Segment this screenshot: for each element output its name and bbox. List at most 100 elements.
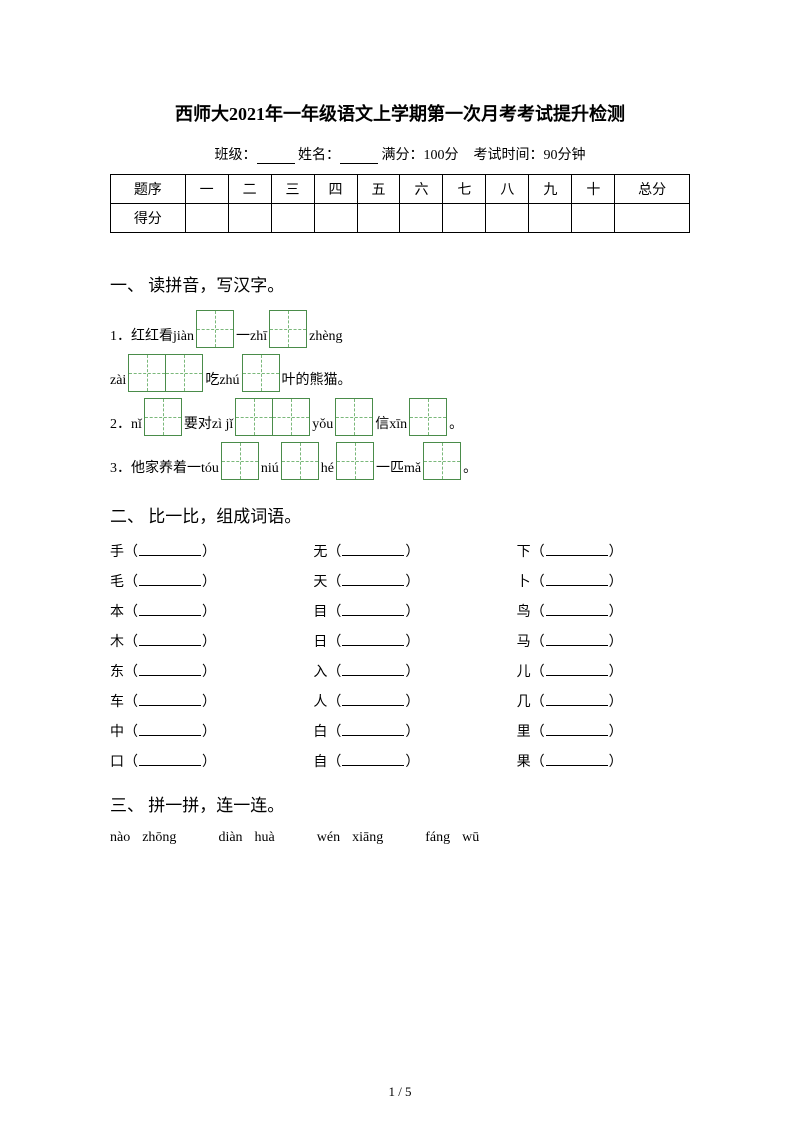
tian-box[interactable]	[269, 310, 307, 348]
score-table: 题序 一 二 三 四 五 六 七 八 九 十 总分 得分	[110, 174, 690, 233]
tian-box[interactable]	[128, 354, 203, 392]
tian-box[interactable]	[281, 442, 319, 480]
pinyin-syllable: wén	[317, 830, 340, 846]
answer-blank[interactable]	[342, 634, 404, 646]
compare-char: 毛	[110, 575, 124, 590]
compare-char: 马	[517, 635, 531, 650]
compare-item: 鸟（）	[517, 601, 690, 621]
answer-blank[interactable]	[139, 634, 201, 646]
compare-item: 白（）	[313, 721, 486, 741]
compare-char: 果	[517, 755, 531, 770]
answer-blank[interactable]	[546, 664, 608, 676]
score-cell[interactable]	[443, 204, 486, 233]
tian-box[interactable]	[196, 310, 234, 348]
score-cell[interactable]	[228, 204, 271, 233]
compare-char: 口	[110, 755, 124, 770]
score-cell[interactable]	[529, 204, 572, 233]
answer-blank[interactable]	[139, 694, 201, 706]
tian-box[interactable]	[144, 398, 182, 436]
compare-item: 日（）	[313, 631, 486, 651]
answer-blank[interactable]	[139, 544, 201, 556]
answer-blank[interactable]	[342, 664, 404, 676]
compare-char: 里	[517, 725, 531, 740]
compare-char: 东	[110, 665, 124, 680]
col-6: 六	[400, 175, 443, 204]
answer-blank[interactable]	[139, 754, 201, 766]
answer-blank[interactable]	[546, 634, 608, 646]
col-5: 五	[357, 175, 400, 204]
score-cell[interactable]	[572, 204, 615, 233]
compare-char: 下	[517, 545, 531, 560]
compare-char: 天	[313, 575, 327, 590]
pinyin-syllable: nào	[110, 830, 130, 846]
answer-blank[interactable]	[546, 694, 608, 706]
compare-char: 白	[313, 725, 327, 740]
q1-text: 一匹mǎ	[376, 461, 421, 480]
compare-item: 毛（）	[110, 571, 283, 591]
compare-item: 入（）	[313, 661, 486, 681]
score-cell[interactable]	[486, 204, 529, 233]
answer-blank[interactable]	[546, 724, 608, 736]
col-2: 二	[228, 175, 271, 204]
name-blank[interactable]	[340, 150, 378, 164]
q1-text: 3．他家养着一tóu	[110, 461, 219, 480]
answer-blank[interactable]	[546, 544, 608, 556]
compare-item: 天（）	[313, 571, 486, 591]
section3-title: 三、 拼一拼，连一连。	[110, 791, 690, 816]
tian-box[interactable]	[242, 354, 280, 392]
q1-line2: zài 吃zhú 叶的熊猫。	[110, 354, 690, 392]
answer-blank[interactable]	[139, 724, 201, 736]
score-cell[interactable]	[314, 204, 357, 233]
answer-blank[interactable]	[546, 574, 608, 586]
tian-box[interactable]	[423, 442, 461, 480]
tian-box[interactable]	[336, 442, 374, 480]
info-line: 班级： 姓名： 满分：100分 考试时间：90分钟	[110, 144, 690, 164]
q1-line3: 2．nǐ 要对zì jǐ yǒu 信xīn 。	[110, 398, 690, 436]
answer-blank[interactable]	[546, 604, 608, 616]
answer-blank[interactable]	[139, 574, 201, 586]
tian-box[interactable]	[221, 442, 259, 480]
compare-item: 里（）	[517, 721, 690, 741]
q1-text: 。	[449, 417, 463, 436]
answer-blank[interactable]	[342, 754, 404, 766]
compare-item: 卜（）	[517, 571, 690, 591]
tian-box[interactable]	[335, 398, 373, 436]
compare-item: 儿（）	[517, 661, 690, 681]
q1-text: 。	[463, 461, 477, 480]
answer-blank[interactable]	[546, 754, 608, 766]
q1-text: 叶的熊猫。	[282, 373, 352, 392]
answer-blank[interactable]	[139, 604, 201, 616]
pinyin-syllable: diàn	[218, 830, 242, 846]
q1-line4: 3．他家养着一tóu niú hé 一匹mǎ 。	[110, 442, 690, 480]
q1-text: yǒu	[312, 417, 333, 436]
compare-char: 入	[313, 665, 327, 680]
answer-blank[interactable]	[342, 724, 404, 736]
compare-item: 手（）	[110, 541, 283, 561]
page-number: 1 / 5	[0, 1084, 800, 1100]
score-cell[interactable]	[357, 204, 400, 233]
class-blank[interactable]	[257, 150, 295, 164]
tian-box[interactable]	[235, 398, 310, 436]
score-cell[interactable]	[400, 204, 443, 233]
q1-text: 信xīn	[375, 417, 407, 436]
pinyin-syllable: xiāng	[352, 830, 383, 846]
compare-item: 口（）	[110, 751, 283, 771]
answer-blank[interactable]	[139, 664, 201, 676]
answer-blank[interactable]	[342, 694, 404, 706]
table-row-score: 得分	[111, 204, 690, 233]
compare-char: 中	[110, 725, 124, 740]
compare-grid: 手（）无（）下（）毛（）天（）卜（）本（）目（）鸟（）木（）日（）马（）东（）入…	[110, 541, 690, 771]
score-cell[interactable]	[615, 204, 690, 233]
answer-blank[interactable]	[342, 544, 404, 556]
compare-item: 本（）	[110, 601, 283, 621]
answer-blank[interactable]	[342, 604, 404, 616]
tian-box[interactable]	[409, 398, 447, 436]
answer-blank[interactable]	[342, 574, 404, 586]
compare-item: 木（）	[110, 631, 283, 651]
page-title: 西师大2021年一年级语文上学期第一次月考考试提升检测	[110, 100, 690, 126]
score-cell[interactable]	[185, 204, 228, 233]
pinyin-syllable: fáng	[425, 830, 450, 846]
compare-char: 手	[110, 545, 124, 560]
score-cell[interactable]	[271, 204, 314, 233]
compare-item: 马（）	[517, 631, 690, 651]
